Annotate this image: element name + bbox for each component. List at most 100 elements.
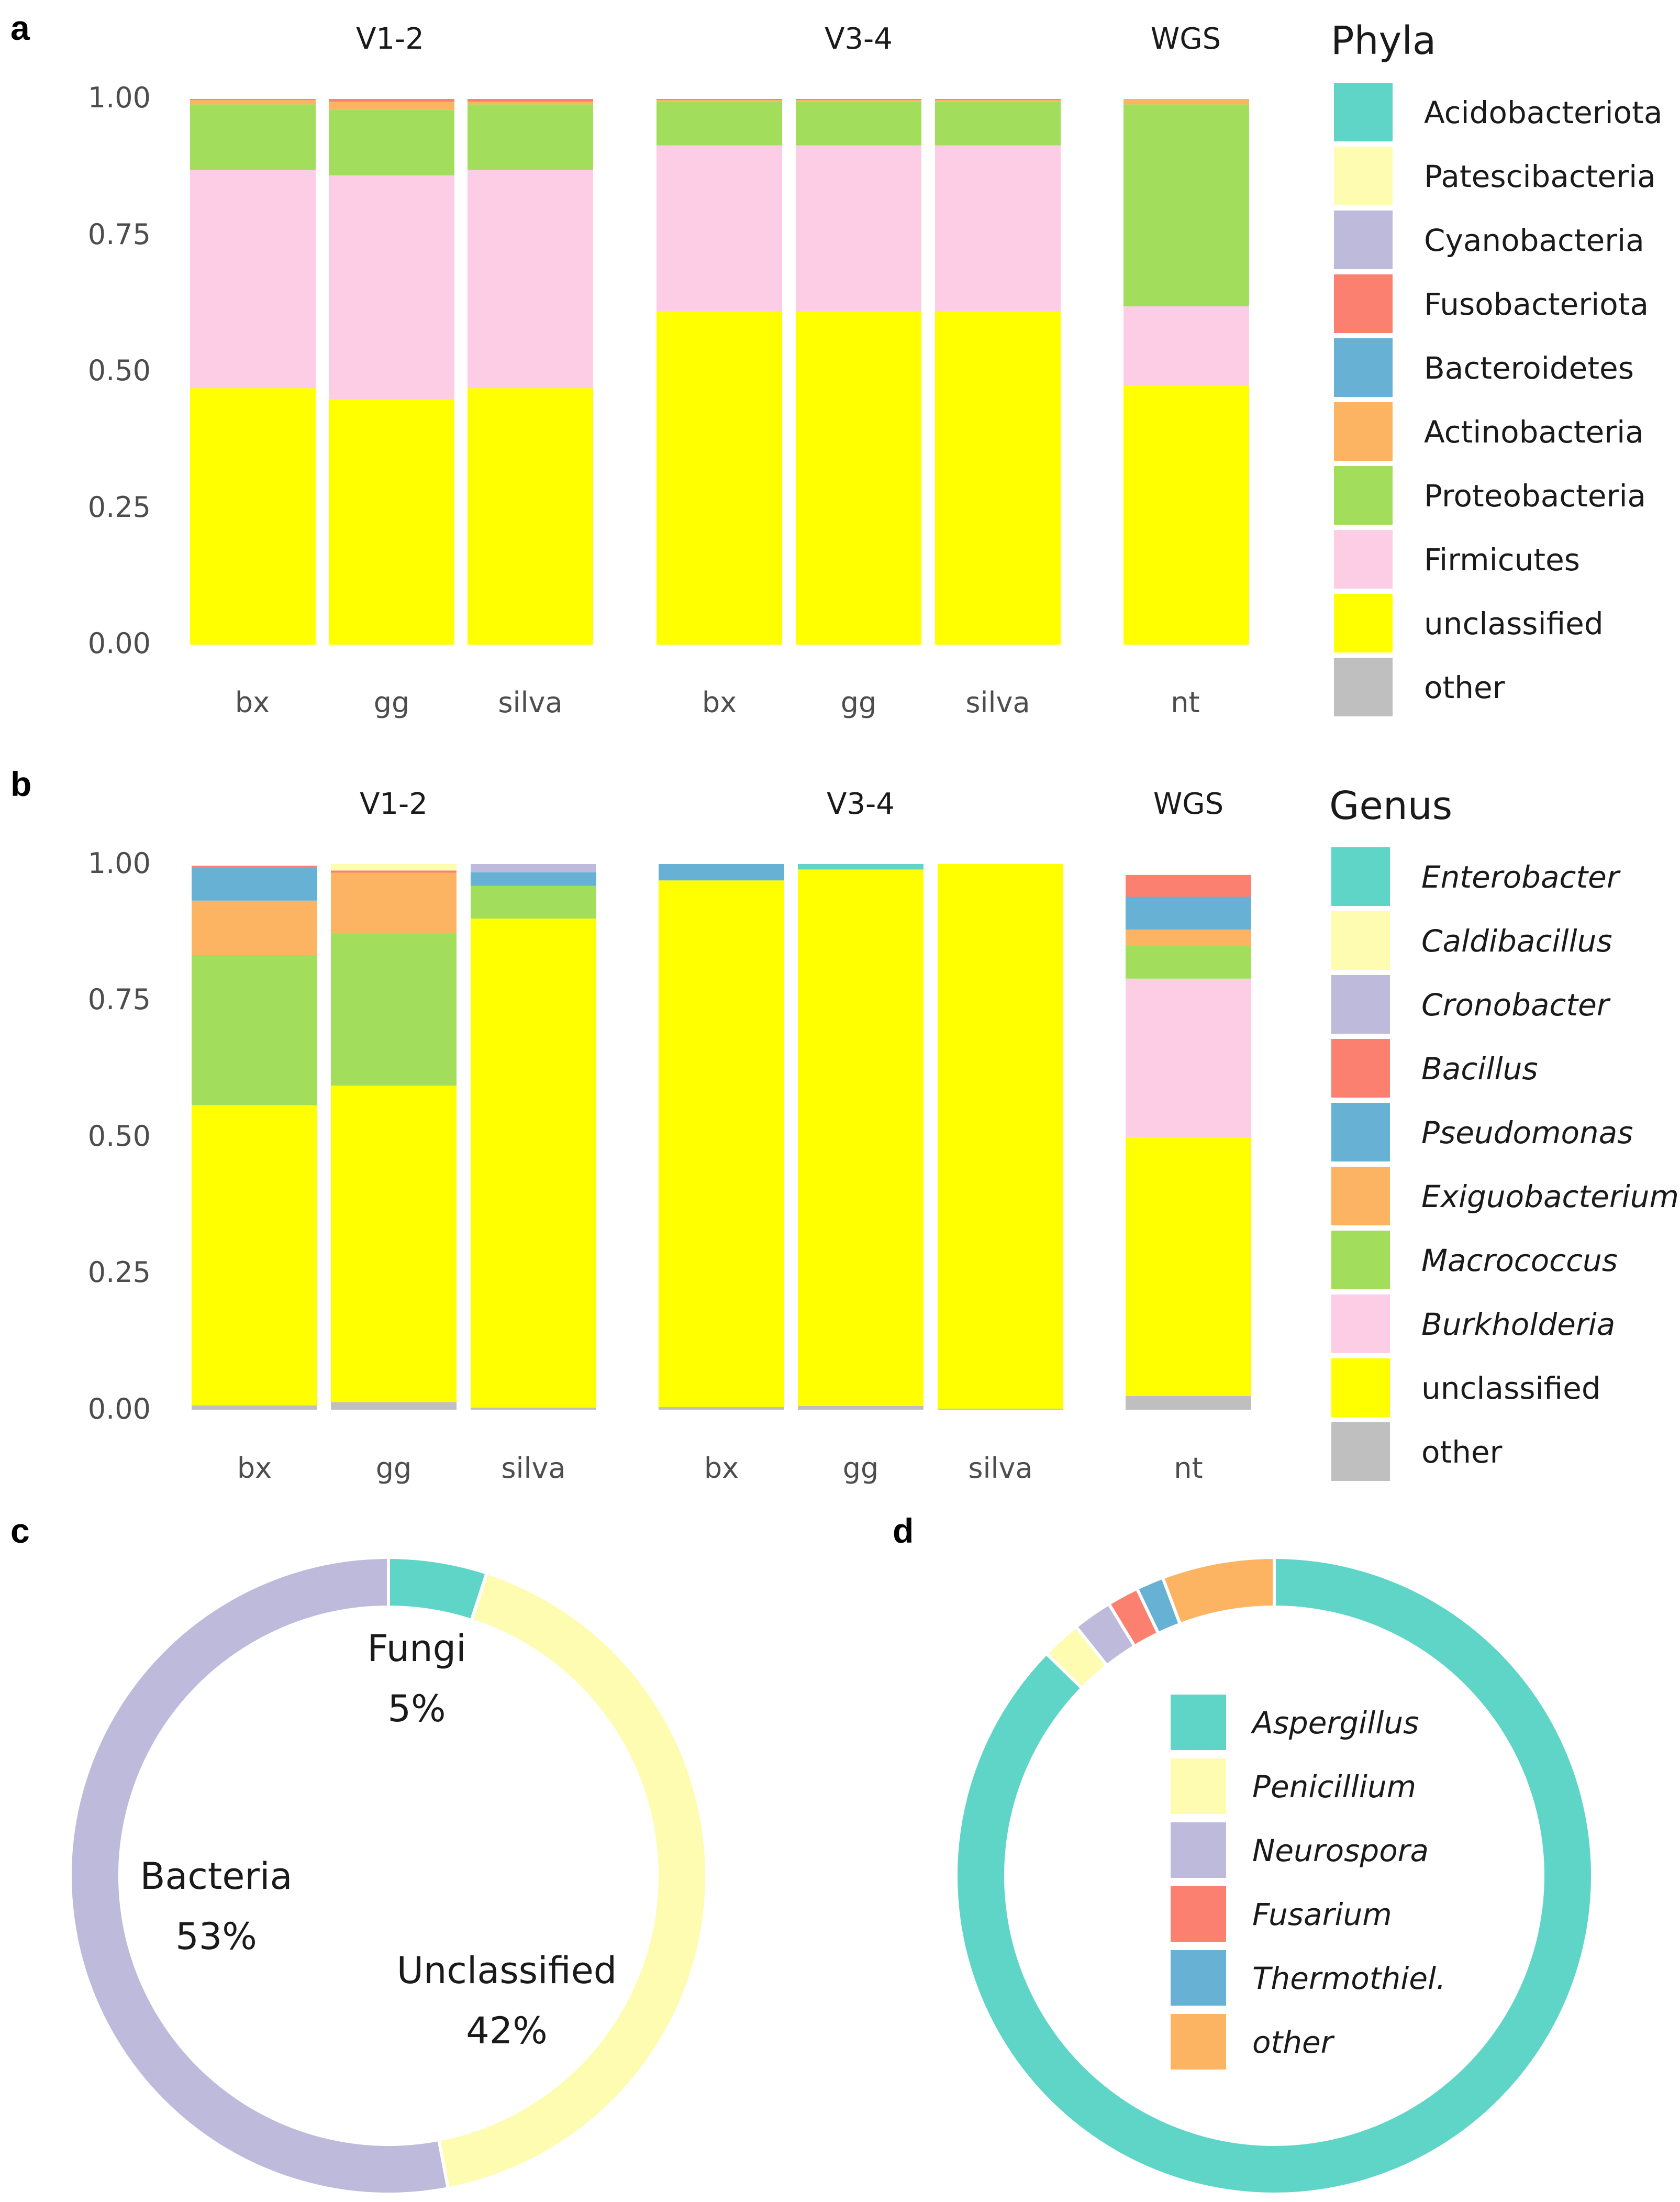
legend-label-firmicutes: Firmicutes: [1424, 542, 1580, 578]
bar-segment-silva-firmicutes: [468, 170, 593, 389]
panel-c-donut: Fungi 5% Unclassified 42% Bacteria 53%: [69, 1555, 708, 2196]
donut-d: [954, 1555, 1594, 2196]
legend-fungal-genus: Aspergillus Penicillium Neurospora Fusarium…: [1171, 1695, 1446, 2070]
legend-label-bacillus: Bacillus: [1421, 1051, 1538, 1087]
donut-slice-bacteria: [69, 1555, 450, 2196]
legend-swatch-other: [1334, 658, 1393, 716]
legend-swatch-burkholderia: [1331, 1294, 1390, 1353]
bars-b: [192, 864, 1251, 1410]
y-tick-label: 0.00: [88, 627, 151, 660]
slice-label-unclassified: Unclassified: [397, 1949, 617, 1992]
panel-letter-b: b: [10, 765, 31, 803]
bar-segment-silva-unclassified: [468, 388, 593, 645]
bar-segment-gg-fusobacteriota: [329, 99, 454, 102]
legend-swatch-caldibacillus: [1331, 911, 1390, 970]
bar-segment-gg-firmicutes: [329, 175, 454, 400]
bar-segment-bx-other: [659, 1407, 784, 1410]
slice-percent-fungi: 5%: [387, 1687, 446, 1730]
bar-segment-silva-fusobacteriota: [935, 99, 1061, 101]
x-tick-label: bx: [235, 686, 270, 719]
x-tick-label: gg: [843, 1452, 879, 1485]
legend-swatch-enterobacter: [1331, 847, 1390, 906]
bar-segment-bx-pseudomonas: [192, 868, 317, 901]
bar-segment-bx-pseudomonas: [659, 864, 784, 881]
bar-segment-nt-macrococcus: [1126, 946, 1251, 979]
legend-label-caldibacillus: Caldibacillus: [1421, 923, 1612, 959]
legend-label-neurospora: Neurospora: [1252, 1833, 1429, 1868]
bar-segment-bx-unclassified: [659, 880, 784, 1407]
legend-swatch-cronobacter: [1331, 975, 1390, 1034]
legend-swatch-other: [1331, 1422, 1390, 1481]
bar-segment-silva-unclassified: [938, 864, 1063, 1409]
bar-segment-silva-actinobacteria: [935, 100, 1061, 102]
legend-label-other: other: [1424, 670, 1505, 705]
bar-segment-nt-pseudomonas: [1126, 897, 1251, 930]
bar-segment-gg-actinobacteria: [796, 100, 921, 102]
bar-segment-nt-burkholderia: [1126, 978, 1251, 1137]
bar-segment-nt-firmicutes: [1123, 306, 1249, 386]
legend-swatch-proteobacteria: [1334, 466, 1393, 525]
legend-label-unclassified: unclassified: [1421, 1370, 1601, 1406]
bar-segment-gg-actinobacteria: [329, 102, 454, 110]
bar-segment-gg-fusobacteriota: [796, 99, 921, 101]
bar-segment-silva-unclassified: [471, 919, 596, 1408]
facet-label-wgs: WGS: [1151, 22, 1221, 56]
bar-segment-bx-macrococcus: [192, 955, 317, 1105]
legend-label-penicillium: Penicillium: [1252, 1769, 1416, 1805]
legend-swatch-firmicutes: [1334, 530, 1393, 589]
bar-segment-gg-unclassified: [329, 399, 454, 645]
legend-label-unclassified: unclassified: [1424, 606, 1604, 641]
y-tick-label: 0.25: [88, 1256, 151, 1289]
donut-c: [69, 1555, 708, 2196]
legend-swatch-macrococcus: [1331, 1231, 1390, 1289]
bar-segment-bx-proteobacteria: [190, 104, 316, 170]
bar-segment-bx-unclassified: [190, 388, 316, 645]
slice-percent-unclassified: 42%: [466, 2009, 548, 2052]
legend-swatch-bacteroidetes: [1334, 338, 1393, 397]
legend-swatch-fusobacteriota: [1334, 274, 1393, 333]
x-tick-label: nt: [1171, 686, 1199, 719]
y-tick-label: 0.75: [88, 983, 151, 1016]
bar-segment-gg-unclassified: [796, 312, 921, 645]
x-tick-label: nt: [1174, 1452, 1203, 1485]
bar-segment-gg-proteobacteria: [329, 109, 454, 175]
y-tick-label: 1.00: [88, 81, 151, 114]
panel-letter-d: d: [893, 1511, 914, 1550]
bar-segment-bx-fusobacteriota: [190, 99, 316, 101]
legend-swatch-actinobacteria: [1334, 402, 1393, 461]
legend-label-macrococcus: Macrococcus: [1421, 1243, 1618, 1278]
y-tick-label: 1.00: [88, 847, 151, 880]
bar-segment-gg-other: [331, 1402, 457, 1410]
x-tick-label: silva: [498, 686, 562, 719]
bar-segment-silva-fusobacteriota: [468, 99, 593, 102]
bar-segment-nt-actinobacteria: [1123, 99, 1249, 105]
bar-segment-silva-other: [938, 1408, 1063, 1410]
legend-title-genus: Genus: [1329, 783, 1452, 828]
bar-segment-nt-unclassified: [1123, 385, 1249, 645]
legend-label-patescibacteria: Patescibacteria: [1424, 159, 1656, 194]
slice-label-fungi: Fungi: [367, 1627, 466, 1670]
bar-segment-bx-other: [192, 1405, 317, 1410]
donut-slice-fungi: [387, 1555, 489, 1622]
legend-label-fusarium: Fusarium: [1252, 1897, 1392, 1932]
panel-letter-c: c: [10, 1511, 30, 1550]
x-tick-label: silva: [968, 1452, 1032, 1485]
bar-segment-gg-bacillus: [331, 870, 457, 873]
legend-label-other: other: [1252, 2024, 1335, 2060]
legend-label-cyanobacteria: Cyanobacteria: [1424, 223, 1644, 258]
bar-segment-nt-unclassified: [1126, 1137, 1251, 1396]
bar-segment-gg-enterobacter: [798, 864, 924, 870]
y-tick-label: 0.50: [88, 354, 151, 387]
x-tick-label: gg: [374, 686, 410, 719]
legend-swatch-bacillus: [1331, 1039, 1390, 1098]
bar-segment-bx-exiguobacterium: [192, 900, 317, 956]
legend-swatch-unclassified: [1334, 594, 1393, 652]
legend-swatch-aspergillus: [1171, 1695, 1226, 1750]
x-tick-label: silva: [501, 1452, 565, 1485]
legend-label-aspergillus: Aspergillus: [1250, 1705, 1419, 1741]
y-tick-label: 0.25: [88, 491, 151, 524]
bar-segment-silva-actinobacteria: [468, 102, 593, 105]
bar-segment-gg-firmicutes: [796, 145, 921, 312]
bar-segment-bx-firmicutes: [657, 145, 782, 312]
x-tick-label: silva: [965, 686, 1030, 719]
